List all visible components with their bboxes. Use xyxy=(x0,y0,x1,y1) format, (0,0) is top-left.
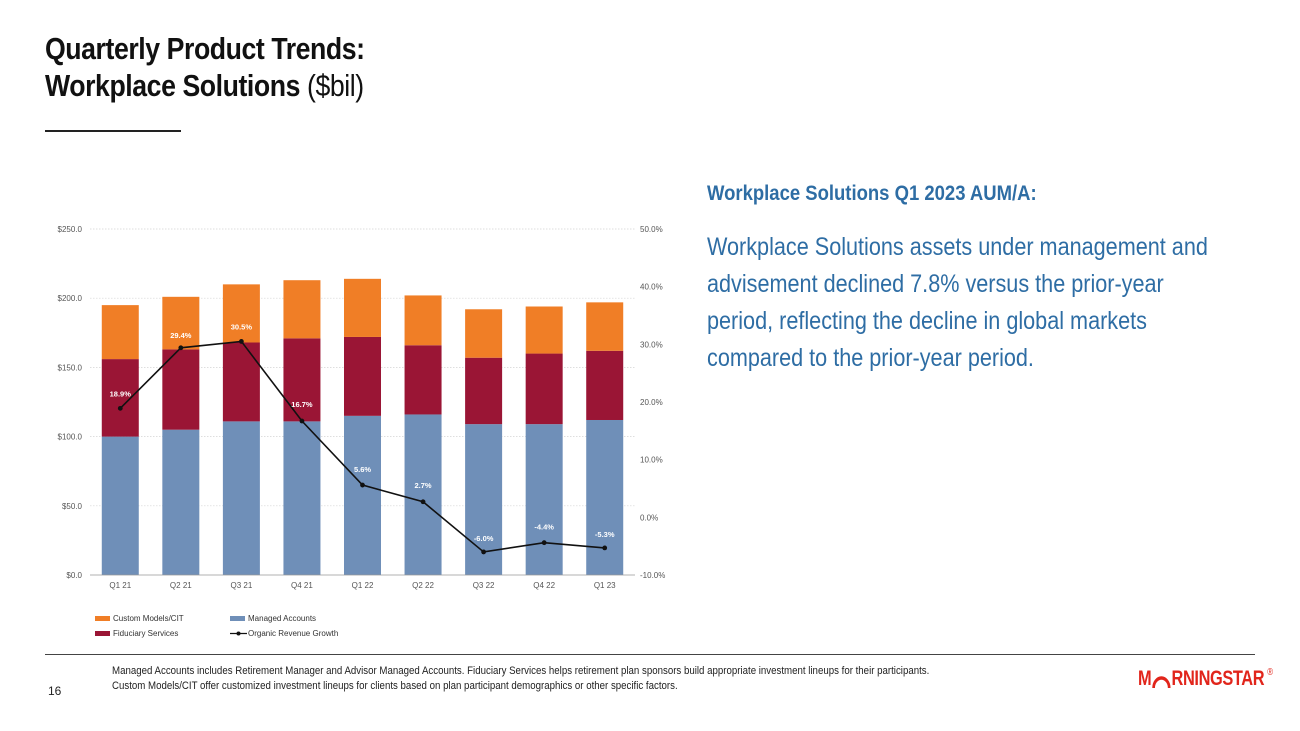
growth-data-label: 16.7% xyxy=(291,400,313,409)
x-tick-label: Q4 22 xyxy=(533,581,555,590)
bar-fiduciary-services xyxy=(525,353,563,425)
y-tick-label: $50.0 xyxy=(62,502,83,511)
growth-point xyxy=(299,418,305,424)
growth-point xyxy=(420,499,426,505)
y2-tick-label: -10.0% xyxy=(640,571,665,580)
title-main: Workplace Solutions xyxy=(45,68,301,103)
bar-managed-accounts xyxy=(586,419,624,575)
footnote-line-1: Managed Accounts includes Retirement Man… xyxy=(112,665,930,677)
page-number: 16 xyxy=(48,684,62,698)
growth-data-label: -5.3% xyxy=(595,530,615,539)
legend-swatch xyxy=(95,616,110,621)
bar-managed-accounts xyxy=(162,429,200,575)
logo-text-left: M xyxy=(1138,667,1152,690)
growth-point xyxy=(602,545,608,551)
legend-label: Organic Revenue Growth xyxy=(248,629,338,638)
growth-data-label: -6.0% xyxy=(474,534,494,543)
growth-point xyxy=(541,540,547,546)
bar-custom-models-cit xyxy=(525,306,563,354)
footer-divider xyxy=(45,654,1255,655)
page-title: Quarterly Product Trends: Workplace Solu… xyxy=(45,30,417,104)
bar-managed-accounts xyxy=(525,424,563,575)
growth-point xyxy=(360,482,365,488)
legend-label: Fiduciary Services xyxy=(113,629,178,638)
y-tick-label: $0.0 xyxy=(66,571,82,580)
growth-data-label: 5.6% xyxy=(354,465,371,474)
bar-fiduciary-services xyxy=(222,342,260,422)
legend-swatch xyxy=(95,631,110,636)
logo-registered: ® xyxy=(1267,666,1273,678)
x-tick-label: Q1 21 xyxy=(109,581,131,590)
footnote-line-2: Custom Models/CIT offer customized inves… xyxy=(112,680,678,692)
y-tick-label: $100.0 xyxy=(58,433,83,442)
growth-line xyxy=(117,339,608,555)
x-tick-label: Q3 21 xyxy=(230,581,252,590)
y2-tick-label: 30.0% xyxy=(640,340,663,349)
growth-data-label: 18.9% xyxy=(110,389,132,398)
bar-custom-models-cit xyxy=(222,284,260,343)
x-tick-label: Q1 23 xyxy=(594,581,616,590)
legend-swatch xyxy=(230,616,245,621)
bar-managed-accounts xyxy=(222,421,260,575)
logo-arc-icon xyxy=(1152,676,1171,689)
y2-tick-label: 40.0% xyxy=(640,283,663,292)
growth-data-label: -4.4% xyxy=(534,523,554,532)
title-line-2: Workplace Solutions ($bil) xyxy=(45,67,365,104)
growth-point xyxy=(178,345,184,351)
chart-legend: Custom Models/CIT Managed Accounts Fiducia… xyxy=(95,614,338,638)
growth-data-label: 30.5% xyxy=(231,322,253,331)
bar-custom-models-cit xyxy=(101,305,139,360)
logo-text-right: RNINGSTAR xyxy=(1171,667,1265,690)
bar-custom-models-cit xyxy=(465,309,503,358)
y2-tick-label: 10.0% xyxy=(640,456,663,465)
bar-custom-models-cit xyxy=(283,280,321,339)
growth-point xyxy=(117,405,123,411)
legend-label: Custom Models/CIT xyxy=(113,614,184,623)
footnote: Managed Accounts includes Retirement Man… xyxy=(112,664,929,694)
y2-tick-label: 50.0% xyxy=(640,225,663,234)
title-line-1: Quarterly Product Trends: xyxy=(45,31,365,66)
bar-custom-models-cit xyxy=(404,295,442,346)
bar-fiduciary-services xyxy=(162,349,200,430)
x-tick-label: Q2 22 xyxy=(412,581,434,590)
y2-tick-label: 20.0% xyxy=(640,398,663,407)
title-unit: ($bil) xyxy=(307,68,364,103)
bar-fiduciary-services xyxy=(404,345,442,415)
legend-line-marker xyxy=(236,631,241,636)
side-body: Workplace Solutions assets under managem… xyxy=(707,233,1208,372)
bar-managed-accounts xyxy=(283,421,321,575)
growth-data-label: 2.7% xyxy=(415,481,432,490)
side-heading: Workplace Solutions Q1 2023 AUM/A: xyxy=(707,182,1037,205)
bar-custom-models-cit xyxy=(162,296,200,350)
aum-chart: $0.0 $50.0 $100.0 $150.0 $200.0 $250.0 -10.0% 0… xyxy=(58,225,666,638)
growth-data-label: 29.4% xyxy=(170,331,192,340)
data-labels: 18.9% 29.4% 30.5% 16.7% 5.6% 2.7% -6.0% -4.4% -5… xyxy=(110,322,615,542)
y-tick-label: $200.0 xyxy=(58,294,83,303)
axes: $0.0 $50.0 $100.0 $150.0 $200.0 $250.0 -10.0% 0… xyxy=(58,225,666,590)
morningstar-logo: M RNINGSTAR ® xyxy=(1138,666,1273,692)
bar-custom-models-cit xyxy=(586,302,624,351)
x-tick-label: Q1 22 xyxy=(352,581,374,590)
bar-fiduciary-services xyxy=(465,357,503,425)
bar-managed-accounts xyxy=(404,414,442,575)
legend-label: Managed Accounts xyxy=(248,614,316,623)
bar-fiduciary-services xyxy=(586,350,624,420)
y-tick-label: $150.0 xyxy=(58,363,83,372)
bar-custom-models-cit xyxy=(344,278,381,337)
x-tick-label: Q4 21 xyxy=(291,581,313,590)
bar-managed-accounts xyxy=(101,436,139,575)
x-tick-label: Q2 21 xyxy=(170,581,192,590)
title-underline xyxy=(45,130,181,132)
bar-fiduciary-services xyxy=(283,338,321,422)
y-tick-label: $250.0 xyxy=(58,225,83,234)
bar-fiduciary-services xyxy=(101,359,139,437)
growth-point xyxy=(238,339,244,344)
growth-point xyxy=(481,549,487,555)
bar-fiduciary-services xyxy=(344,336,381,416)
bar-managed-accounts xyxy=(344,415,381,575)
y2-tick-label: 0.0% xyxy=(640,513,658,522)
x-tick-label: Q3 22 xyxy=(473,581,495,590)
